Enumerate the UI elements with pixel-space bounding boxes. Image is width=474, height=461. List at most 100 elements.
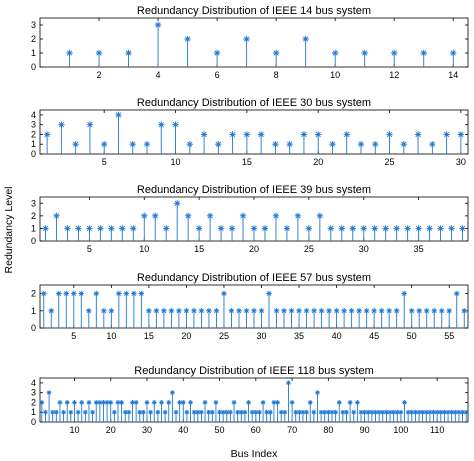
stem-marker bbox=[344, 409, 349, 415]
stem-marker bbox=[272, 212, 280, 220]
stem-marker bbox=[371, 308, 377, 314]
stem-marker bbox=[173, 200, 181, 207]
stem-marker bbox=[184, 35, 191, 43]
stem-marker bbox=[408, 308, 415, 314]
stem-marker bbox=[246, 400, 251, 405]
stem-marker bbox=[72, 400, 77, 405]
stem-marker bbox=[296, 409, 302, 415]
stem-marker bbox=[394, 409, 400, 415]
stem-marker bbox=[228, 409, 233, 415]
subplot-title: Redundancy Distribution of IEEE 39 bus s… bbox=[137, 184, 371, 196]
stem-marker bbox=[402, 400, 407, 405]
x-tick-label: 30 bbox=[257, 331, 267, 341]
stem-marker bbox=[209, 409, 215, 415]
y-tick-label: 0 bbox=[31, 149, 36, 159]
stem-marker bbox=[398, 409, 404, 415]
y-tick-label: 3 bbox=[31, 20, 36, 30]
stem-marker bbox=[195, 409, 201, 415]
stem-marker bbox=[206, 308, 212, 314]
stem-marker bbox=[429, 141, 436, 148]
stem-marker bbox=[348, 308, 355, 314]
stem-marker bbox=[271, 400, 277, 405]
stem-marker bbox=[228, 308, 235, 314]
stem-marker bbox=[423, 308, 430, 314]
stem-marker bbox=[357, 141, 365, 148]
stem-marker bbox=[383, 409, 389, 415]
stem-marker bbox=[148, 409, 154, 415]
stem-marker bbox=[72, 141, 79, 148]
stem-marker bbox=[251, 308, 257, 314]
stem-marker bbox=[260, 400, 266, 405]
stem-marker bbox=[231, 400, 237, 405]
x-tick-label: 30 bbox=[456, 157, 466, 167]
x-tick-label: 4 bbox=[156, 70, 161, 80]
stem-marker bbox=[449, 409, 455, 415]
stem-marker bbox=[123, 290, 130, 297]
stem-marker bbox=[253, 409, 259, 415]
subplot-5: Redundancy Distribution of IEEE 118 bus … bbox=[31, 365, 469, 435]
stem-marker bbox=[144, 400, 150, 405]
stem-marker bbox=[221, 290, 227, 297]
x-tick-label: 10 bbox=[139, 244, 149, 254]
plot-frame bbox=[39, 109, 469, 155]
stem-marker bbox=[101, 141, 108, 148]
stem-marker bbox=[133, 400, 139, 405]
stem-marker bbox=[315, 390, 320, 396]
stem-marker bbox=[176, 308, 182, 314]
stem-marker bbox=[414, 131, 422, 138]
stem-marker bbox=[180, 400, 186, 405]
y-tick-label: 1 bbox=[31, 306, 36, 316]
stem-marker bbox=[257, 131, 265, 138]
stem-marker bbox=[326, 308, 332, 314]
stem-marker bbox=[311, 409, 317, 415]
stem-marker bbox=[250, 225, 258, 232]
stem-marker bbox=[272, 49, 280, 57]
y-tick-label: 2 bbox=[31, 34, 36, 44]
stem-marker bbox=[293, 409, 299, 415]
stem-marker bbox=[101, 400, 106, 405]
stem-marker bbox=[46, 390, 52, 396]
stem-marker bbox=[126, 409, 132, 415]
y-tick-label: 0 bbox=[31, 236, 36, 246]
stem-marker bbox=[446, 308, 453, 314]
x-tick-label: 10 bbox=[330, 70, 340, 80]
stem-marker bbox=[349, 225, 356, 232]
stem-marker bbox=[101, 308, 107, 314]
x-tick-label: 20 bbox=[313, 157, 323, 167]
y-tick-label: 0 bbox=[31, 323, 36, 333]
stem-marker bbox=[86, 400, 92, 405]
x-tick-label: 20 bbox=[106, 425, 116, 435]
stem-marker bbox=[331, 49, 339, 57]
stem-marker bbox=[300, 409, 306, 415]
stem-marker bbox=[119, 225, 126, 232]
stem-marker bbox=[249, 409, 255, 415]
stem-marker bbox=[86, 225, 93, 232]
stem-marker bbox=[131, 290, 137, 297]
stem-marker bbox=[360, 225, 367, 232]
stem-marker bbox=[143, 141, 151, 148]
stem-marker bbox=[302, 35, 309, 43]
stem-marker bbox=[457, 131, 465, 138]
stem-marker bbox=[456, 409, 462, 415]
x-tick-label: 110 bbox=[430, 425, 444, 435]
stem-marker bbox=[315, 131, 322, 138]
stem-marker bbox=[415, 225, 422, 232]
stem-marker bbox=[351, 409, 357, 415]
stem-marker bbox=[358, 409, 364, 415]
subplot-4: Redundancy Distribution of IEEE 57 bus s… bbox=[31, 272, 469, 341]
stem-marker bbox=[378, 308, 385, 314]
stem-marker bbox=[68, 409, 74, 415]
stem-marker bbox=[443, 131, 450, 138]
stem-marker bbox=[282, 409, 288, 415]
stem-marker bbox=[238, 409, 244, 415]
x-tick-label: 2 bbox=[97, 70, 102, 80]
stem-marker bbox=[184, 409, 190, 415]
stem-marker bbox=[275, 400, 280, 405]
stem-marker bbox=[386, 131, 393, 138]
stem-marker bbox=[426, 225, 433, 232]
stem-marker bbox=[154, 21, 162, 29]
stem-marker bbox=[239, 212, 247, 220]
stem-marker bbox=[341, 308, 347, 314]
y-tick-label: 0 bbox=[31, 62, 36, 72]
stem-marker bbox=[42, 225, 49, 232]
